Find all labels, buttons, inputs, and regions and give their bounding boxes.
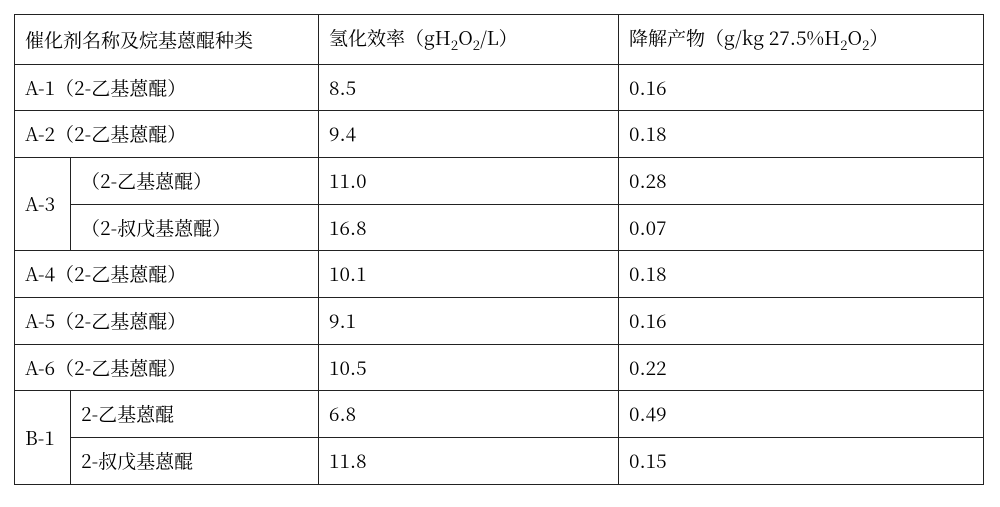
col-header-catalyst: 催化剂名称及烷基蒽醌种类 (15, 15, 319, 65)
cell-efficiency: 9.1 (319, 297, 619, 344)
table-row: （2-叔戊基蒽醌） 16.8 0.07 (15, 204, 984, 251)
table-row: A-5（2-乙基蒽醌） 9.1 0.16 (15, 297, 984, 344)
cell-efficiency: 6.8 (319, 391, 619, 438)
cell-name: A-2（2-乙基蒽醌） (15, 111, 319, 158)
cell-degradation: 0.16 (619, 64, 984, 111)
cell-efficiency: 8.5 (319, 64, 619, 111)
cell-degradation: 0.22 (619, 344, 984, 391)
cell-efficiency: 9.4 (319, 111, 619, 158)
cell-degradation: 0.49 (619, 391, 984, 438)
col-header-degradation: 降解产物（g/kg 27.5%H2O2） (619, 15, 984, 65)
cell-name: 2-乙基蒽醌 (71, 391, 319, 438)
cell-name: A-6（2-乙基蒽醌） (15, 344, 319, 391)
cell-degradation: 0.28 (619, 158, 984, 205)
cell-efficiency: 10.1 (319, 251, 619, 298)
cell-name: （2-乙基蒽醌） (71, 158, 319, 205)
table-row: A-4（2-乙基蒽醌） 10.1 0.18 (15, 251, 984, 298)
cell-degradation: 0.15 (619, 437, 984, 484)
col-header-efficiency: 氢化效率（gH2O2/L） (319, 15, 619, 65)
cell-efficiency: 16.8 (319, 204, 619, 251)
cell-name: 2-叔戊基蒽醌 (71, 437, 319, 484)
table-row: B-1 2-乙基蒽醌 6.8 0.49 (15, 391, 984, 438)
cell-name: A-1（2-乙基蒽醌） (15, 64, 319, 111)
cell-degradation: 0.18 (619, 111, 984, 158)
group-label-a3: A-3 (15, 158, 71, 251)
table-header-row: 催化剂名称及烷基蒽醌种类 氢化效率（gH2O2/L） 降解产物（g/kg 27.… (15, 15, 984, 65)
cell-efficiency: 10.5 (319, 344, 619, 391)
group-label-b1: B-1 (15, 391, 71, 484)
cell-degradation: 0.07 (619, 204, 984, 251)
cell-efficiency: 11.0 (319, 158, 619, 205)
table-row: 2-叔戊基蒽醌 11.8 0.15 (15, 437, 984, 484)
catalyst-table: 催化剂名称及烷基蒽醌种类 氢化效率（gH2O2/L） 降解产物（g/kg 27.… (14, 14, 984, 485)
table-row: A-6（2-乙基蒽醌） 10.5 0.22 (15, 344, 984, 391)
cell-efficiency: 11.8 (319, 437, 619, 484)
cell-degradation: 0.16 (619, 297, 984, 344)
cell-degradation: 0.18 (619, 251, 984, 298)
table-row: A-1（2-乙基蒽醌） 8.5 0.16 (15, 64, 984, 111)
table-row: A-3 （2-乙基蒽醌） 11.0 0.28 (15, 158, 984, 205)
cell-name: （2-叔戊基蒽醌） (71, 204, 319, 251)
table-row: A-2（2-乙基蒽醌） 9.4 0.18 (15, 111, 984, 158)
cell-name: A-5（2-乙基蒽醌） (15, 297, 319, 344)
cell-name: A-4（2-乙基蒽醌） (15, 251, 319, 298)
